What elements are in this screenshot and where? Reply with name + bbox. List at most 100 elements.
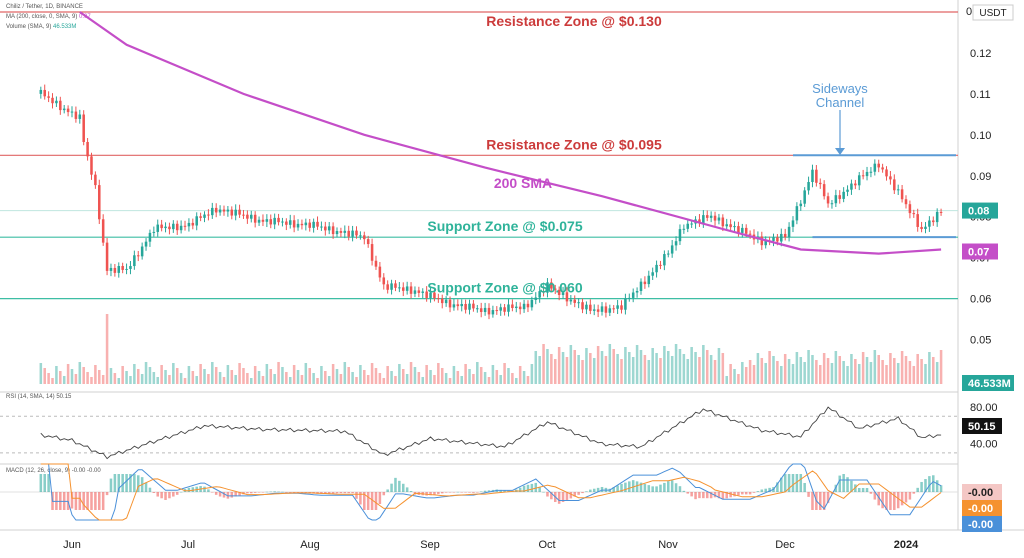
- volume-bar: [203, 369, 206, 384]
- macd-histogram-bar: [168, 492, 171, 499]
- volume-bar: [783, 354, 787, 384]
- volume-bar: [405, 374, 409, 384]
- macd-histogram-bar: [277, 491, 280, 493]
- volume-bar: [553, 359, 557, 384]
- candle-body: [818, 182, 822, 185]
- volume-bar: [741, 362, 744, 384]
- volume-bar: [900, 351, 904, 384]
- macd-histogram-bar: [98, 492, 101, 510]
- volume-bar: [452, 366, 456, 384]
- candle-body: [538, 291, 541, 298]
- volume-bar: [635, 345, 639, 384]
- volume-bar: [117, 378, 121, 384]
- macd-histogram-bar: [129, 474, 132, 492]
- candle-body: [515, 306, 518, 309]
- candle-body: [717, 217, 721, 221]
- last-price-tag: 0.08: [968, 206, 989, 218]
- candle-body: [94, 174, 97, 186]
- macd-histogram-bar: [425, 492, 428, 496]
- macd-histogram-bar: [908, 492, 912, 500]
- volume-bar: [908, 361, 912, 384]
- candle-body: [86, 141, 89, 157]
- macd-histogram-bar: [534, 482, 538, 492]
- macd-histogram-bar: [643, 483, 647, 492]
- macd-histogram-bar: [900, 492, 904, 506]
- candle-body: [869, 171, 873, 173]
- candle-body: [101, 219, 105, 243]
- macd-histogram-bar: [799, 474, 803, 492]
- candle-body: [409, 286, 413, 294]
- time-axis-label: Oct: [538, 539, 555, 551]
- volume-bar: [647, 360, 651, 384]
- candle-body: [203, 214, 206, 218]
- candle-body: [624, 298, 627, 310]
- macd-histogram-bar: [932, 475, 935, 492]
- macd-histogram-bar: [842, 474, 845, 492]
- macd-histogram-bar: [803, 482, 806, 492]
- candle-body: [881, 167, 884, 170]
- macd-histogram-bar: [670, 480, 674, 492]
- candle-body: [939, 211, 943, 213]
- price-axis-tick: 0.09: [970, 171, 991, 183]
- volume-bar: [631, 357, 635, 384]
- volume-bar: [285, 372, 288, 384]
- candle-body: [265, 219, 269, 222]
- rsi-line: [40, 406, 942, 460]
- volume-bar: [698, 357, 701, 384]
- candle-body: [172, 223, 175, 230]
- macd-histogram-bar: [659, 484, 662, 492]
- volume-bar: [101, 375, 105, 384]
- candle-body: [550, 282, 553, 289]
- macd-histogram-bar: [733, 492, 736, 497]
- macd-histogram-bar: [705, 492, 709, 499]
- time-axis-label: Jun: [63, 539, 81, 551]
- volume-bar: [331, 364, 335, 384]
- macd-histogram-bar: [635, 481, 639, 492]
- candle-body: [659, 264, 662, 266]
- macd-histogram-bar: [335, 492, 339, 494]
- candle-body: [70, 111, 74, 113]
- candle-body: [557, 289, 561, 295]
- candle-body: [503, 307, 506, 312]
- volume-bar: [624, 347, 627, 384]
- volume-bar: [288, 377, 292, 384]
- candle-body: [363, 235, 366, 240]
- candle-body: [760, 236, 764, 246]
- volume-bar: [339, 374, 343, 384]
- macd-histogram-bar: [573, 492, 577, 497]
- volume-bar: [717, 348, 721, 384]
- volume-bar: [550, 354, 553, 384]
- volume-bar: [667, 351, 670, 384]
- volume-bar: [94, 365, 97, 384]
- macd-histogram-bar: [172, 492, 175, 497]
- volume-bar: [327, 376, 331, 384]
- candle-body: [136, 255, 140, 257]
- candle-body: [43, 89, 46, 97]
- macd-histogram-bar: [261, 492, 265, 493]
- candle-body: [589, 304, 592, 311]
- volume-bar: [86, 372, 89, 384]
- candle-body: [807, 182, 810, 191]
- volume-bar: [795, 352, 799, 384]
- candle-body: [908, 204, 912, 214]
- volume-bar: [756, 353, 760, 384]
- volume-bar: [939, 350, 943, 384]
- rsi-tag-box: [962, 418, 1002, 434]
- candle-body: [553, 288, 557, 290]
- candle-body: [347, 230, 350, 237]
- volume-bar: [507, 368, 510, 384]
- volume-bar: [885, 365, 888, 384]
- volume-bar: [113, 373, 117, 384]
- volume-bar: [39, 363, 43, 384]
- volume-bar: [226, 365, 230, 384]
- volume-bar: [144, 362, 148, 384]
- volume-bar: [253, 366, 257, 384]
- macd-histogram-bar: [499, 489, 502, 492]
- candle-body: [288, 220, 292, 225]
- candle-body: [663, 254, 666, 266]
- macd-histogram-bar: [78, 492, 82, 510]
- candle-body: [721, 217, 725, 227]
- macd-histogram-bar: [674, 483, 678, 492]
- macd-signal-line: [40, 463, 942, 521]
